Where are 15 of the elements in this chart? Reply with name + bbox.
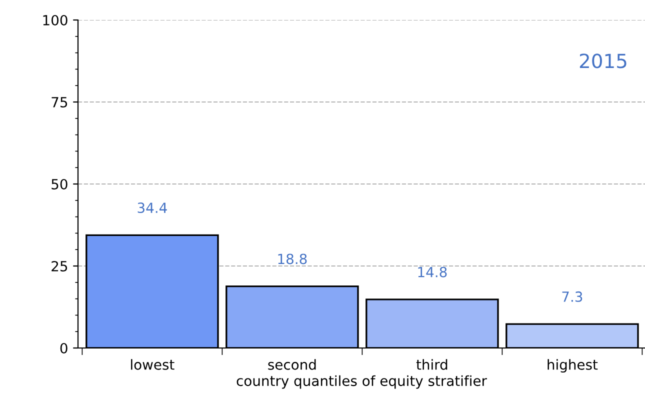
annotation: 2015	[580, 54, 626, 68]
y-tick-label: 50	[52, 178, 68, 190]
data-label: 34.4	[138, 202, 167, 214]
y-tick-label: 25	[52, 260, 68, 272]
x-tick-label: second	[268, 359, 316, 370]
x-tick-label: highest	[548, 359, 598, 373]
data-label: 14.8	[418, 266, 447, 278]
data-label: 18.8	[278, 254, 307, 264]
data-label: 7.3	[562, 291, 582, 302]
y-tick-label: 75	[52, 97, 68, 108]
y-tick-label: 0	[60, 342, 68, 354]
x-tick-label: third	[416, 359, 448, 370]
x-axis-title: country quantiles of equity stratifier	[236, 375, 487, 389]
x-tick-label: lowest	[131, 359, 174, 370]
y-tick-label: 100	[43, 14, 68, 26]
